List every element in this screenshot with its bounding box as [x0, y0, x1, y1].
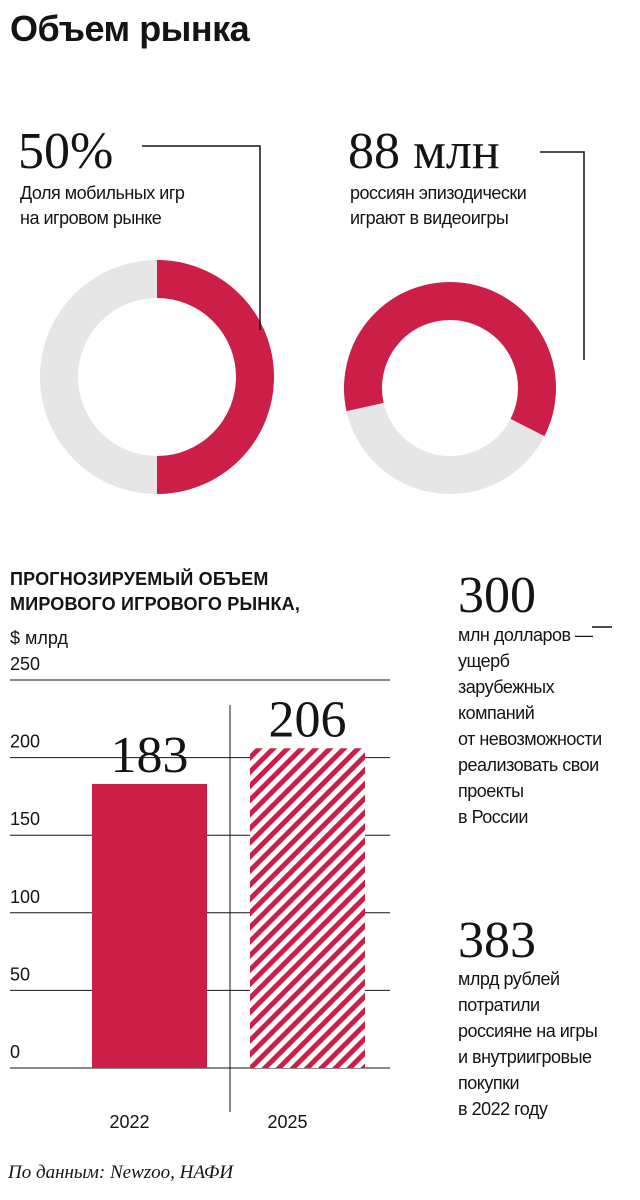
donut-players	[344, 282, 556, 494]
damage-line: ущерб	[458, 651, 510, 671]
spend-line: в 2022 году	[458, 1099, 548, 1119]
players-label: россиян эпизодически играют в видеоигры	[350, 181, 527, 231]
y-tick-label: 100	[10, 887, 40, 907]
spend-line: россияне на игры	[458, 1021, 598, 1041]
players-value: 88 млн	[348, 123, 500, 180]
x-tick-label: 2025	[267, 1112, 307, 1132]
y-tick-label: 0	[10, 1042, 20, 1062]
spend-line: покупки	[458, 1073, 520, 1093]
bar	[92, 783, 207, 1068]
mobile-share-label-line2: на игровом рынке	[20, 208, 162, 228]
damage-line: от невозможности	[458, 729, 602, 749]
spend-line: млрд рублей	[458, 969, 560, 989]
y-tick-label: 50	[10, 964, 30, 984]
bar-value-label: 206	[269, 691, 347, 748]
spend-line: и внутриигровые	[458, 1047, 592, 1067]
mobile-share-label-line1: Доля мобильных игр	[20, 183, 185, 203]
y-tick-label: 250	[10, 654, 40, 674]
donut-players-arc	[344, 282, 556, 437]
damage-line: в России	[458, 807, 528, 827]
y-tick-label: 200	[10, 732, 40, 752]
damage-line: зарубежных	[458, 677, 555, 697]
donut-mobile-share	[40, 260, 274, 494]
spend-description: млрд рублей потратили россияне на игры и…	[458, 966, 598, 1122]
source-note: По данным: Newzoo, НАФИ	[8, 1162, 234, 1183]
mobile-connector-line	[142, 145, 261, 330]
bar-chart-title: ПРОГНОЗИРУЕМЫЙ ОБЪЕМ МИРОВОГО ИГРОВОГО Р…	[10, 567, 300, 617]
mobile-share-label: Доля мобильных игр на игровом рынке	[20, 181, 185, 231]
damage-line: реализовать свои	[458, 755, 599, 775]
spend-line: потратили	[458, 995, 540, 1015]
players-label-line1: россиян эпизодически	[350, 183, 527, 203]
damage-line: компаний	[458, 703, 535, 723]
bar-value-label: 183	[111, 727, 189, 784]
bar-chart: 0 50 100 150 200 250 183 2022 206 2025	[10, 654, 390, 1132]
page-title: Объем рынка	[10, 8, 250, 49]
damage-line: млн долларов —	[458, 625, 593, 645]
x-tick-label: 2022	[109, 1112, 149, 1132]
players-connector-line	[540, 151, 585, 360]
donut-mobile-arc	[156, 260, 274, 494]
damage-line: проекты	[458, 781, 524, 801]
damage-value: 300	[458, 567, 536, 624]
bar	[250, 748, 365, 1068]
players-label-line2: играют в видеоигры	[350, 208, 509, 228]
mobile-share-value: 50%	[18, 123, 114, 180]
bar-chart-title-line1: ПРОГНОЗИРУЕМЫЙ ОБЪЕМ	[10, 569, 269, 589]
bar-chart-unit: $ млрд	[10, 628, 68, 648]
y-tick-label: 150	[10, 809, 40, 829]
spend-value: 383	[458, 912, 536, 969]
damage-description: млн долларов — ущерб зарубежных компаний…	[458, 622, 602, 830]
bar-chart-title-line2: МИРОВОГО ИГРОВОГО РЫНКА,	[10, 594, 301, 614]
